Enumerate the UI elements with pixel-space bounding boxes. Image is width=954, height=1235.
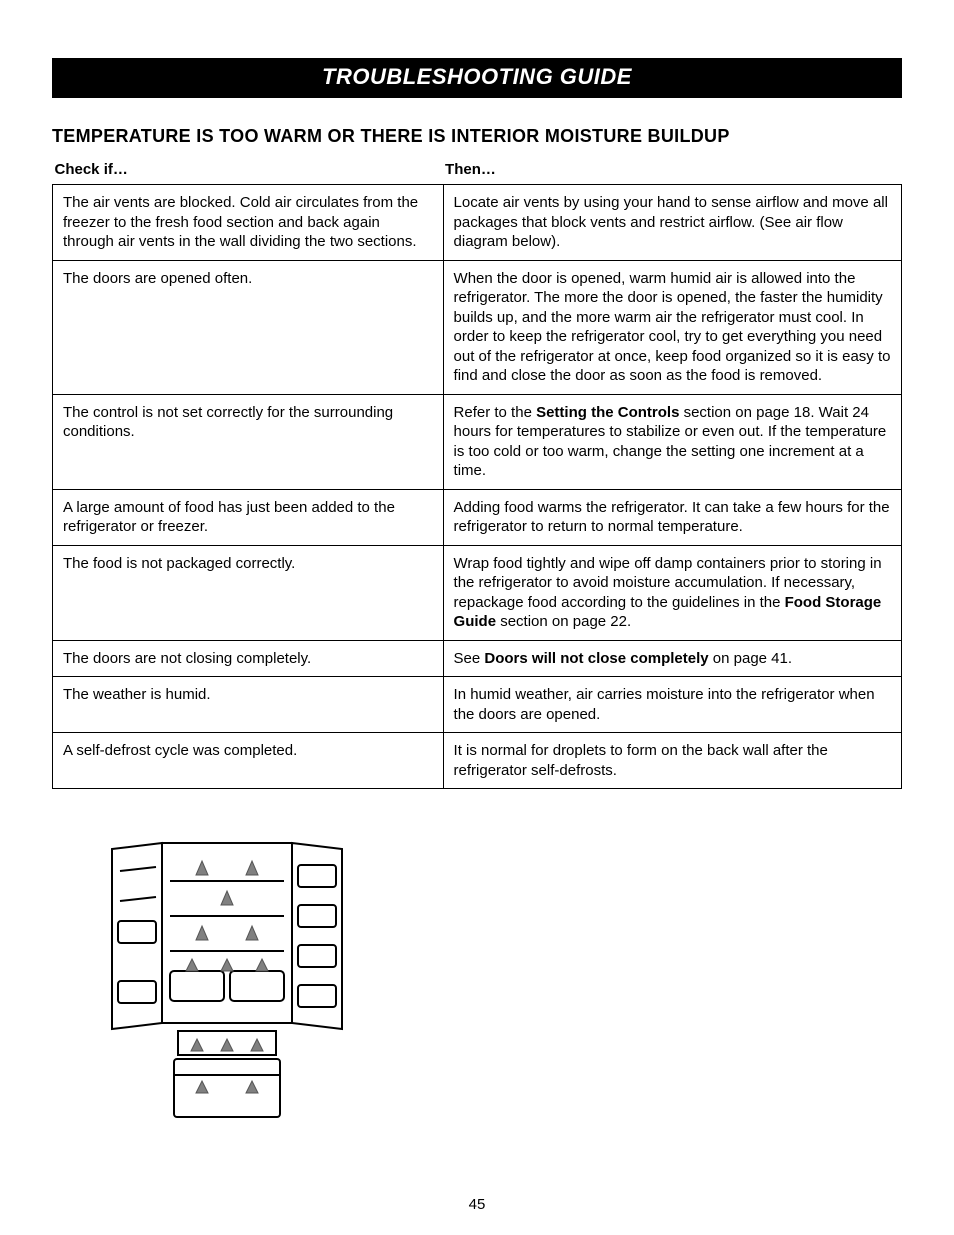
then-cell: When the door is opened, warm humid air … <box>443 260 901 394</box>
check-cell: The doors are not closing completely. <box>53 640 444 677</box>
check-cell: The weather is humid. <box>53 677 444 733</box>
header-check: Check if… <box>53 157 444 185</box>
refrigerator-airflow-icon <box>82 831 372 1131</box>
airflow-diagram <box>82 831 902 1131</box>
table-row: A self-defrost cycle was completed.It is… <box>53 733 902 789</box>
table-row: The doors are opened often.When the door… <box>53 260 902 394</box>
bold-text: Setting the Controls <box>536 404 679 421</box>
table-row: A large amount of food has just been add… <box>53 489 902 545</box>
banner-title: TROUBLESHOOTING GUIDE <box>52 58 902 98</box>
check-cell: The air vents are blocked. Cold air circ… <box>53 185 444 261</box>
table-row: The control is not set correctly for the… <box>53 394 902 489</box>
then-cell: Refer to the Setting the Controls sectio… <box>443 394 901 489</box>
then-cell: Adding food warms the refrigerator. It c… <box>443 489 901 545</box>
page-number: 45 <box>0 1196 954 1213</box>
header-then: Then… <box>443 157 901 185</box>
check-cell: The food is not packaged correctly. <box>53 545 444 640</box>
table-header-row: Check if… Then… <box>53 157 902 185</box>
section-title: TEMPERATURE IS TOO WARM OR THERE IS INTE… <box>52 126 902 147</box>
then-cell: In humid weather, air carries moisture i… <box>443 677 901 733</box>
table-row: The doors are not closing completely.See… <box>53 640 902 677</box>
check-cell: The control is not set correctly for the… <box>53 394 444 489</box>
then-cell: Locate air vents by using your hand to s… <box>443 185 901 261</box>
check-cell: A large amount of food has just been add… <box>53 489 444 545</box>
check-cell: A self-defrost cycle was completed. <box>53 733 444 789</box>
table-row: The food is not packaged correctly.Wrap … <box>53 545 902 640</box>
page: TROUBLESHOOTING GUIDE TEMPERATURE IS TOO… <box>0 0 954 1235</box>
table-row: The weather is humid.In humid weather, a… <box>53 677 902 733</box>
bold-text: Doors will not close completely <box>484 650 708 667</box>
troubleshooting-table: Check if… Then… The air vents are blocke… <box>52 157 902 789</box>
then-cell: See Doors will not close completely on p… <box>443 640 901 677</box>
table-row: The air vents are blocked. Cold air circ… <box>53 185 902 261</box>
bold-text: Food Storage Guide <box>454 594 882 631</box>
check-cell: The doors are opened often. <box>53 260 444 394</box>
then-cell: Wrap food tightly and wipe off damp cont… <box>443 545 901 640</box>
then-cell: It is normal for droplets to form on the… <box>443 733 901 789</box>
